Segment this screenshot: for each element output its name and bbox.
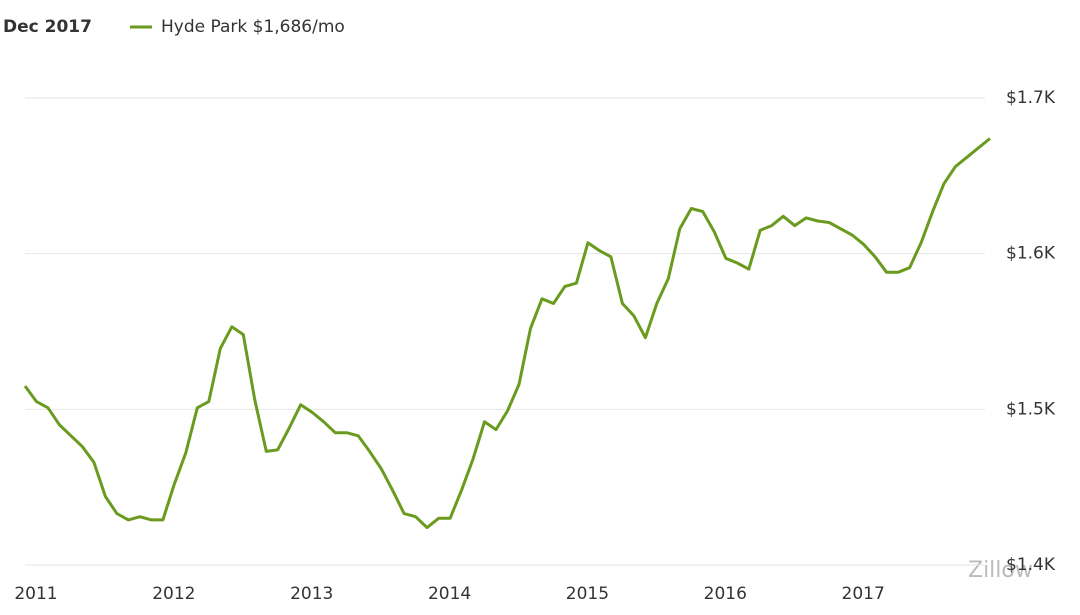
legend-label: Hyde Park $1,686/mo xyxy=(161,17,345,37)
y-tick-label: $1.5K xyxy=(1006,399,1056,419)
x-tick-label: 2014 xyxy=(428,584,471,604)
x-tick-label: 2012 xyxy=(152,584,195,604)
watermark: Zillow xyxy=(968,558,1033,583)
x-tick-label: 2017 xyxy=(842,584,885,604)
line-series xyxy=(23,137,991,530)
x-tick-label: 2013 xyxy=(290,584,333,604)
x-tick-label: 2015 xyxy=(566,584,609,604)
x-tick-label: 2016 xyxy=(704,584,747,604)
legend: Hyde Park $1,686/mo xyxy=(130,17,345,37)
y-tick-label: $1.6K xyxy=(1006,244,1056,264)
y-tick-label: $1.7K xyxy=(1006,88,1056,108)
date-label: Dec 2017 xyxy=(3,17,92,37)
y-tick-label: $1.4K xyxy=(1006,555,1056,575)
x-tick-label: 2011 xyxy=(14,584,57,604)
